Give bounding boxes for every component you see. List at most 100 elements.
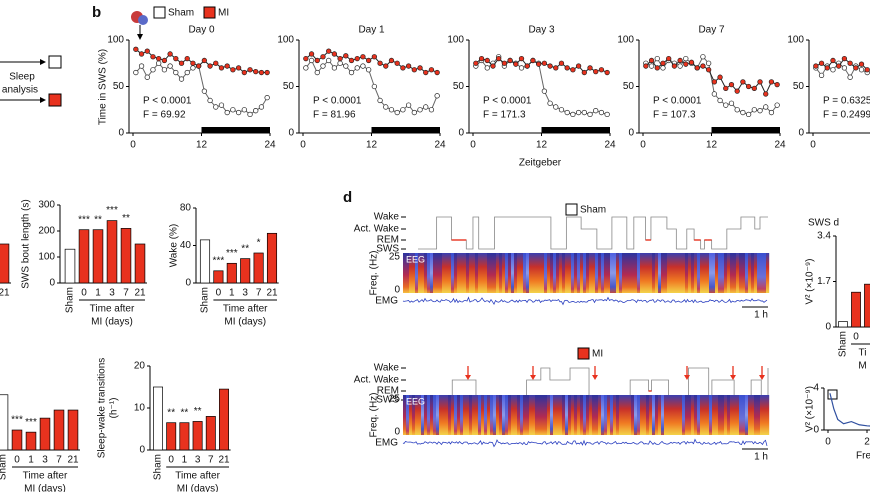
x-axis-label: M bbox=[858, 361, 866, 372]
data-point bbox=[184, 55, 190, 62]
spectrogram-column bbox=[736, 253, 740, 293]
data-point bbox=[144, 74, 150, 80]
data-point bbox=[423, 104, 429, 110]
data-point bbox=[774, 81, 780, 88]
data-point bbox=[326, 57, 332, 64]
data-point bbox=[847, 60, 853, 66]
spectrogram-column bbox=[544, 395, 548, 435]
spectrogram-column bbox=[730, 395, 734, 435]
data-point bbox=[575, 109, 582, 116]
data-point bbox=[558, 107, 565, 113]
significance-label: *** bbox=[226, 248, 238, 259]
spectrogram-column bbox=[760, 253, 764, 293]
spectrogram-column bbox=[499, 253, 503, 293]
data-point bbox=[156, 55, 162, 62]
data-point bbox=[213, 104, 219, 110]
data-point bbox=[417, 107, 423, 113]
spectrogram-column bbox=[574, 253, 578, 293]
spectrogram-column bbox=[532, 395, 536, 435]
spectrogram-column bbox=[589, 395, 593, 435]
data-point bbox=[308, 51, 315, 57]
eeg-label: EEG bbox=[406, 254, 425, 264]
y-tick-label: 0 bbox=[813, 425, 819, 436]
x-tick-label: Sham bbox=[65, 287, 76, 313]
spectrogram-column bbox=[490, 395, 494, 435]
spectrogram-column bbox=[535, 253, 539, 293]
data-point bbox=[201, 57, 208, 64]
data-point bbox=[728, 100, 735, 106]
data-point bbox=[593, 68, 599, 75]
series-line bbox=[815, 62, 868, 79]
data-point bbox=[818, 72, 825, 78]
spectrogram-column bbox=[670, 395, 674, 435]
x-tick-label: 21 bbox=[0, 288, 10, 299]
y-tick-label: 50 bbox=[453, 81, 465, 92]
y-axis-label: (h⁻¹) bbox=[109, 398, 120, 419]
spectrogram-column bbox=[580, 253, 584, 293]
spectrogram-column bbox=[505, 395, 509, 435]
bar bbox=[25, 431, 37, 451]
spectrogram-column bbox=[448, 395, 452, 435]
x-tick-label: Sham bbox=[200, 287, 211, 313]
series-line bbox=[815, 57, 868, 71]
bar bbox=[179, 422, 190, 451]
emg-label: EMG bbox=[375, 296, 398, 307]
spectrogram-column bbox=[682, 395, 686, 435]
spectrogram-column bbox=[445, 253, 449, 293]
bar bbox=[0, 243, 10, 284]
data-point bbox=[858, 67, 865, 73]
spectrogram-column bbox=[565, 253, 569, 293]
spectrogram-column bbox=[514, 253, 518, 293]
chart-title: Day 0 bbox=[188, 25, 215, 36]
spectrogram-column bbox=[643, 395, 647, 435]
x-tick-label: 3 bbox=[242, 288, 248, 299]
y-tick-label: 200 bbox=[38, 226, 55, 237]
data-point bbox=[496, 55, 502, 62]
spectrogram-column bbox=[520, 253, 524, 293]
data-point bbox=[377, 97, 383, 104]
data-point bbox=[530, 57, 536, 64]
data-point bbox=[774, 102, 780, 108]
data-point bbox=[478, 55, 485, 62]
spectrogram-column bbox=[724, 395, 728, 435]
spectrogram-column bbox=[739, 253, 743, 293]
spectrogram-column bbox=[604, 395, 608, 435]
spectrogram-column bbox=[436, 253, 440, 293]
spectrogram-column bbox=[685, 253, 689, 293]
spectrogram-column bbox=[658, 395, 662, 435]
spectrogram-column bbox=[694, 395, 698, 435]
data-point bbox=[388, 107, 395, 113]
spectrogram-column bbox=[733, 395, 737, 435]
y-tick-label: 100 bbox=[787, 35, 804, 46]
data-point bbox=[836, 63, 842, 69]
state-label: Wake bbox=[374, 363, 400, 374]
data-point bbox=[711, 79, 718, 85]
spectrogram-column bbox=[634, 253, 638, 293]
spectrogram-column bbox=[517, 395, 521, 435]
y-axis-label: Wake (%) bbox=[169, 224, 180, 268]
data-point bbox=[190, 65, 196, 71]
spectrogram-column bbox=[715, 395, 719, 435]
data-point bbox=[423, 69, 429, 76]
spectrogram-column bbox=[706, 395, 710, 435]
data-point bbox=[224, 63, 230, 69]
data-point bbox=[570, 111, 576, 118]
chart-title: Day 1 bbox=[358, 25, 385, 36]
spectrogram-column bbox=[421, 253, 425, 293]
spectrogram-column bbox=[664, 253, 668, 293]
bar bbox=[0, 394, 9, 451]
data-point bbox=[235, 109, 242, 116]
spectrogram-column bbox=[535, 395, 539, 435]
x-tick-label: 0 bbox=[810, 140, 816, 151]
y-tick-label: 0 bbox=[798, 128, 804, 139]
data-point bbox=[343, 53, 349, 59]
x-tick-label: 12 bbox=[706, 140, 718, 151]
spectrogram-column bbox=[631, 253, 635, 293]
spectrogram-column bbox=[493, 395, 497, 435]
data-point bbox=[484, 57, 490, 64]
data-point bbox=[654, 65, 660, 71]
spectrogram-column bbox=[670, 253, 674, 293]
data-point bbox=[541, 88, 548, 94]
spectrogram-column bbox=[676, 253, 680, 293]
spectrogram-column bbox=[511, 253, 515, 293]
